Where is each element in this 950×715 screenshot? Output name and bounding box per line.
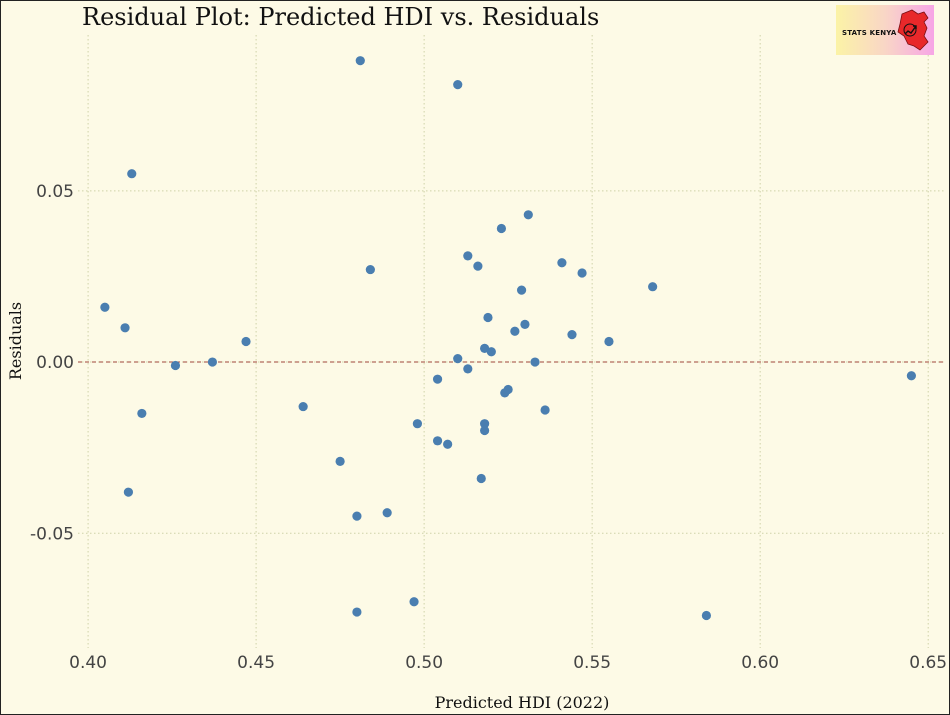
data-point — [530, 357, 540, 367]
kenya-map-icon — [897, 9, 929, 51]
data-point — [355, 56, 365, 66]
data-point — [453, 80, 463, 90]
data-point — [906, 371, 916, 381]
data-point — [480, 425, 490, 436]
y-axis-label: Residuals — [6, 302, 25, 380]
data-point — [241, 336, 251, 347]
data-point — [500, 388, 510, 398]
data-point — [453, 354, 463, 364]
data-point — [463, 251, 473, 261]
data-point — [480, 419, 490, 429]
data-point — [567, 330, 577, 340]
data-points — [100, 56, 916, 621]
data-point — [412, 419, 423, 429]
data-point — [540, 405, 550, 415]
data-point — [170, 360, 181, 371]
data-point — [496, 223, 507, 234]
data-point — [352, 607, 362, 617]
y-tick-labels: -0.05 0.00 0.05 — [30, 182, 74, 544]
data-point — [335, 456, 345, 466]
x-axis-label: Predicted HDI (2022) — [435, 693, 610, 712]
data-point — [577, 268, 587, 278]
data-point — [486, 347, 496, 357]
x-tick-label: 0.45 — [237, 653, 275, 673]
data-point — [483, 312, 493, 323]
data-point — [365, 264, 375, 275]
x-tick-label: 0.50 — [405, 653, 443, 673]
data-point — [432, 436, 443, 446]
x-tick-label: 0.60 — [741, 653, 779, 673]
data-point — [207, 357, 218, 367]
data-point — [473, 261, 483, 271]
data-point — [604, 336, 614, 347]
data-point — [520, 319, 530, 329]
data-point — [557, 258, 567, 268]
logo-text: STATS KENYA — [842, 29, 897, 37]
y-tick-label: 0.00 — [36, 353, 74, 373]
data-point — [476, 473, 486, 484]
data-point — [352, 511, 362, 521]
x-tick-labels: 0.40 0.45 0.50 0.55 0.60 0.65 — [69, 653, 947, 673]
data-point — [137, 408, 147, 419]
x-tick-label: 0.65 — [909, 653, 947, 673]
data-point — [409, 597, 419, 607]
data-point — [123, 487, 134, 497]
data-point — [100, 302, 110, 312]
data-point — [443, 439, 453, 449]
data-point — [127, 169, 137, 179]
data-point — [298, 401, 308, 412]
grid-lines — [78, 35, 945, 648]
y-tick-label: 0.05 — [36, 182, 74, 202]
x-tick-label: 0.40 — [69, 653, 107, 673]
data-point — [701, 610, 712, 621]
x-tick-label: 0.55 — [573, 653, 611, 673]
chart-title: Residual Plot: Predicted HDI vs. Residua… — [82, 3, 600, 31]
data-point — [523, 210, 533, 220]
y-tick-label: -0.05 — [30, 524, 74, 544]
stats-kenya-logo: STATS KENYA — [836, 5, 934, 55]
data-point — [516, 285, 527, 295]
data-point — [382, 508, 392, 518]
data-point — [432, 374, 443, 384]
data-point — [510, 326, 520, 336]
data-point — [120, 323, 130, 333]
data-point — [463, 364, 473, 374]
data-point — [648, 282, 658, 292]
